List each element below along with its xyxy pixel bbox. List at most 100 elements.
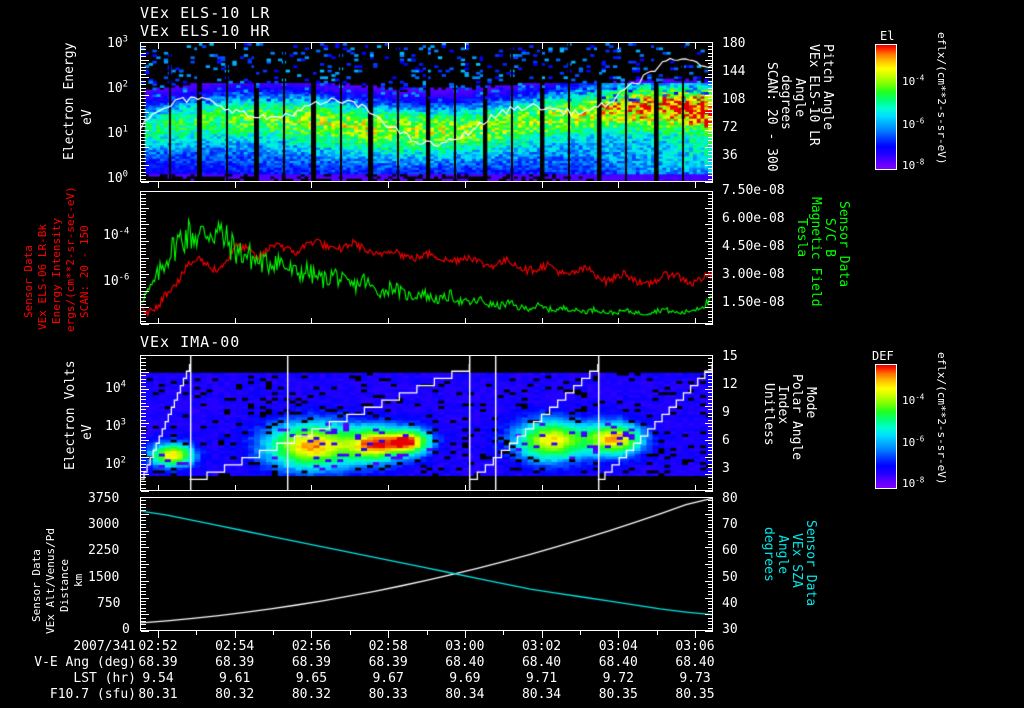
axis-tick: [542, 631, 543, 638]
axis-tick: [542, 42, 543, 49]
axis-tick: [141, 140, 146, 141]
axis-tick: [141, 271, 146, 272]
axis-tick: [618, 631, 619, 638]
footer-row-label-1: V-E Ang (deg): [34, 655, 136, 670]
footer-cell-ve_ang-5: 68.40: [521, 655, 562, 670]
axis-tick: [695, 318, 696, 324]
axis-tick: [141, 81, 146, 82]
axis-tick: [141, 500, 146, 501]
axis-tick: [141, 105, 146, 106]
axis-tick: [311, 631, 312, 638]
axis-tick: [141, 464, 146, 465]
axis-tick: [708, 621, 713, 622]
panel1-colorbar[interactable]: [875, 44, 897, 170]
panel2-y2label-4: Tesla: [794, 218, 809, 258]
axis-tick: [618, 318, 619, 324]
axis-tick: [141, 214, 146, 215]
panel1-y2tick-108: 108: [722, 92, 746, 107]
axis-tick: [708, 63, 713, 64]
axis-tick: [141, 211, 146, 212]
panel1-y2label-5: SCAN: 20 - 300: [764, 62, 779, 172]
axis-tick: [141, 137, 146, 138]
axis-tick: [141, 454, 146, 455]
axis-tick: [141, 358, 146, 359]
axis-tick: [158, 182, 159, 188]
axis-tick: [141, 598, 149, 599]
axis-tick: [141, 577, 146, 578]
axis-tick: [141, 161, 146, 162]
axis-tick: [141, 430, 146, 431]
axis-tick: [708, 251, 713, 252]
axis-tick: [141, 60, 149, 61]
axis-tick: [695, 485, 696, 491]
panel4-y2tick-60: 60: [722, 543, 738, 558]
axis-tick: [705, 147, 713, 148]
axis-tick: [141, 507, 146, 508]
axis-tick: [708, 413, 713, 414]
axis-tick: [141, 564, 149, 565]
axis-tick: [141, 321, 146, 322]
footer-cell-f107-0: 80.31: [138, 687, 178, 702]
panel3-y2tick-6: 6: [722, 433, 730, 448]
panel2-y2label-1: Sensor Data: [836, 201, 851, 288]
axis-tick: [141, 392, 146, 393]
axis-tick: [705, 258, 713, 259]
axis-tick: [708, 116, 713, 117]
axis-tick: [708, 321, 713, 322]
axis-tick: [141, 594, 146, 595]
panel4-ylabel-4: km: [72, 573, 85, 587]
panel1-spectrogram[interactable]: [140, 42, 713, 182]
axis-tick: [708, 571, 713, 572]
panel2-y2tick-4: 3.00e-08: [722, 267, 785, 282]
panel3-ytick-1e4: 104: [105, 379, 126, 396]
axis-tick: [705, 372, 713, 373]
axis-tick: [141, 474, 149, 475]
axis-tick: [311, 42, 312, 49]
footer-cell-time-6: 03:04: [598, 639, 638, 654]
axis-tick: [141, 628, 146, 629]
axis-tick: [708, 123, 713, 124]
axis-tick: [708, 358, 713, 359]
axis-tick: [708, 158, 713, 159]
footer-cell-f107-7: 80.35: [675, 687, 715, 702]
panel3-spectrogram[interactable]: [140, 355, 713, 491]
axis-tick: [708, 248, 713, 249]
panel2-lineplot[interactable]: [140, 191, 713, 324]
axis-tick: [705, 182, 713, 183]
axis-tick: [141, 614, 149, 615]
panel1-colorbar-title: El: [880, 29, 895, 43]
axis-tick: [542, 182, 543, 188]
footer-cell-time-0: 02:52: [138, 639, 178, 654]
axis-tick: [705, 224, 713, 225]
axis-tick: [708, 437, 713, 438]
axis-tick: [141, 510, 146, 511]
panel3-ytick-1e2: 102: [105, 455, 126, 472]
axis-tick: [708, 591, 713, 592]
axis-tick: [708, 443, 713, 444]
axis-tick: [618, 182, 619, 188]
axis-tick: [141, 317, 146, 318]
axis-tick: [141, 491, 149, 492]
axis-tick: [708, 450, 713, 451]
panel4-ylabel-1: Sensor Data: [30, 549, 43, 622]
panel4-lineplot[interactable]: [140, 497, 713, 631]
axis-tick: [141, 608, 146, 609]
panel3-colorbar-unit: eflx/(cm**2-s-sr-eV): [935, 352, 948, 485]
axis-tick: [708, 551, 713, 552]
axis-tick: [141, 251, 146, 252]
axis-tick: [708, 454, 713, 455]
panel1-title-lr: VEx ELS-10 LR: [140, 4, 271, 22]
panel3-colorbar-title: DEF: [872, 349, 894, 363]
panel2-y2tick-2: 6.00e-08: [722, 211, 785, 226]
axis-tick: [427, 631, 428, 635]
axis-tick: [708, 544, 713, 545]
panel3-colorbar[interactable]: [875, 364, 897, 489]
axis-tick: [708, 471, 713, 472]
panel1-y2tick-144: 144: [722, 64, 746, 79]
axis-tick: [705, 581, 713, 582]
axis-tick: [141, 440, 149, 441]
panel4-ytick-3000: 3000: [88, 517, 120, 532]
axis-tick: [141, 460, 146, 461]
panel3-colorbar-tick-3: 10-8: [902, 475, 925, 490]
axis-tick: [141, 471, 146, 472]
